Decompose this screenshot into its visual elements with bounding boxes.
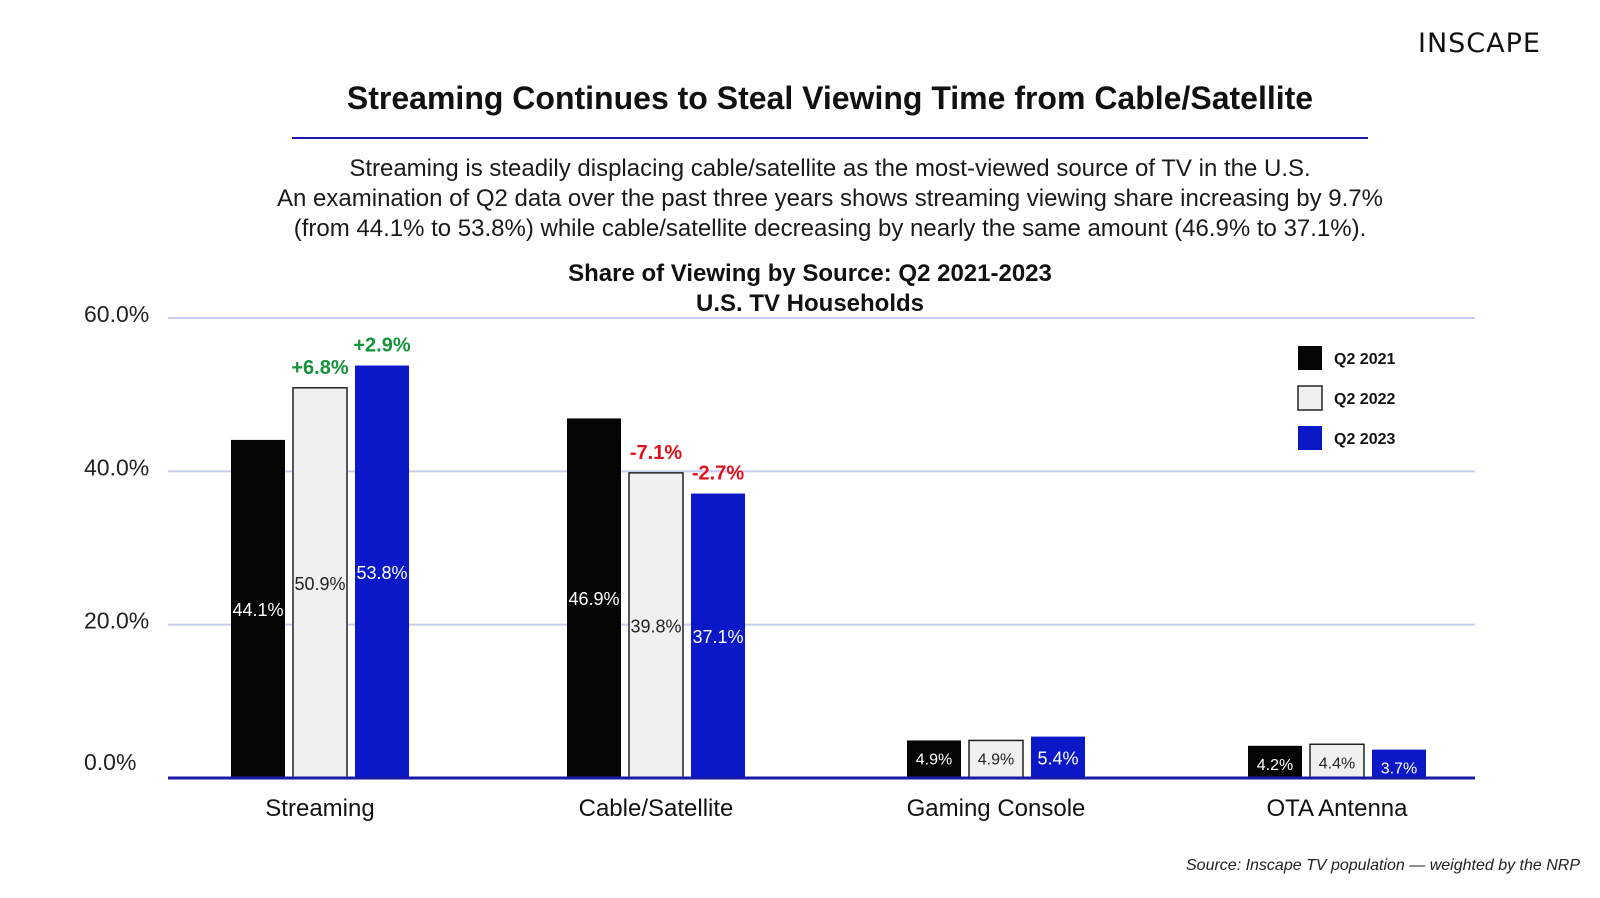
legend-swatch [1298,426,1322,450]
bar-value-label: 4.4% [1319,755,1355,772]
change-annotation: +6.8% [291,357,348,379]
bar-value-label: 53.8% [356,563,407,583]
bar [231,439,285,778]
legend-label: Q2 2022 [1334,391,1395,408]
bar [1248,745,1302,778]
x-category-label: OTA Antenna [1267,795,1409,822]
legend-swatch [1298,346,1322,370]
bar-value-label: 4.2% [1257,757,1293,774]
x-category-label: Streaming [265,795,374,822]
bar-value-label: 50.9% [294,574,345,594]
bar [907,740,961,778]
bar-value-label: 39.8% [630,616,681,636]
bar-value-label: 46.9% [568,589,619,609]
bar [355,365,409,778]
bar-value-label: 37.1% [692,627,743,647]
bar [691,493,745,778]
description-line-3: (from 44.1% to 53.8%) while cable/satell… [293,215,1367,242]
bar [968,739,1024,779]
description: Streaming is steadily displacing cable/s… [0,154,1600,244]
x-category-label: Cable/Satellite [579,795,734,822]
bar-value-label: 4.9% [978,751,1014,768]
chart-subtitle: U.S. TV Households [696,290,924,317]
inscape-logo: INSCAPE [1418,28,1541,59]
bar [1309,743,1365,779]
change-annotation: +2.9% [353,335,410,357]
description-line-2: An examination of Q2 data over the past … [277,185,1383,212]
bar-value-label: 3.7% [1381,761,1417,778]
bar [567,418,621,778]
description-line-1: Streaming is steadily displacing cable/s… [349,155,1311,182]
title-underline [292,137,1368,139]
bar-value-label: 44.1% [232,600,283,620]
y-tick-label: 0.0% [84,749,136,775]
page-title: Streaming Continues to Steal Viewing Tim… [346,80,1314,116]
bar-value-label: 4.9% [916,751,952,768]
x-category-label: Gaming Console [907,795,1086,822]
legend-label: Q2 2023 [1334,431,1395,448]
source-note: Source: Inscape TV population — weighted… [1186,857,1580,874]
bar [292,387,348,779]
change-annotation: -2.7% [692,463,744,485]
legend-swatch [1297,385,1323,411]
change-annotation: -7.1% [630,442,682,464]
bar [1372,749,1426,778]
y-tick-label: 60.0% [84,301,149,327]
chart-title: Share of Viewing by Source: Q2 2021-2023 [568,260,1052,287]
bar-value-label: 5.4% [1037,748,1078,768]
bar [1031,736,1085,778]
y-tick-label: 20.0% [84,608,149,634]
legend-label: Q2 2021 [1334,351,1395,368]
y-tick-label: 40.0% [84,454,149,480]
